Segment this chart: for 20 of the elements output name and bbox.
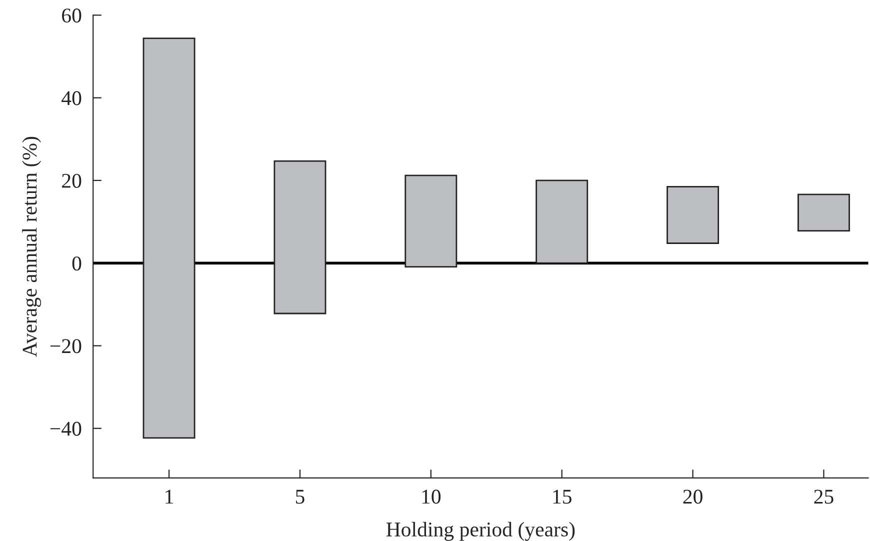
x-axis-title: Holding period (years) xyxy=(386,522,575,541)
x-tick-label: 1 xyxy=(166,490,173,504)
y-tick-label: −20 xyxy=(50,339,82,354)
bar xyxy=(666,186,720,244)
y-tick-label: 40 xyxy=(62,91,82,106)
y-tick-label: 20 xyxy=(62,174,82,188)
bar xyxy=(142,38,196,439)
x-tick-label: 15 xyxy=(553,490,572,504)
x-tick-label: 20 xyxy=(683,490,702,504)
bar xyxy=(274,160,326,314)
y-tick-label: 0 xyxy=(72,256,82,271)
bar xyxy=(404,174,458,268)
y-tick-label: −40 xyxy=(50,422,82,436)
bar xyxy=(798,194,850,232)
x-tick-label: 10 xyxy=(422,490,441,504)
x-tick-label: 25 xyxy=(814,490,834,504)
y-axis-title: Average annual return (%) xyxy=(22,136,42,357)
y-tick-label: 60 xyxy=(62,8,82,23)
bar xyxy=(536,180,588,264)
x-tick-label: 5 xyxy=(296,490,304,504)
